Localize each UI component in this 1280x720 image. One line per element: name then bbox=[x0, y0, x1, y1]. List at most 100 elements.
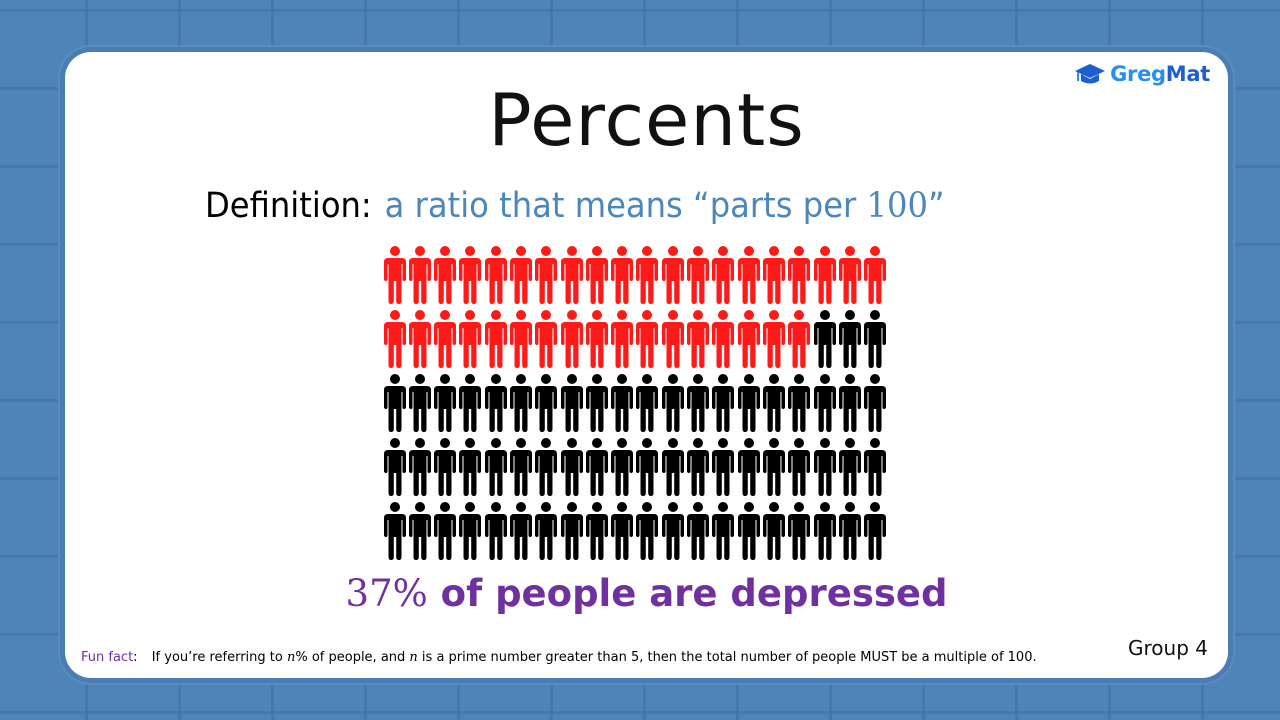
slide-title: Percents bbox=[488, 78, 805, 162]
person-icon bbox=[837, 374, 862, 434]
person-icon bbox=[458, 374, 483, 434]
person-icon bbox=[812, 438, 837, 498]
person-icon bbox=[787, 374, 812, 434]
person-icon bbox=[660, 438, 685, 498]
person-icon bbox=[382, 502, 407, 562]
person-icon bbox=[458, 502, 483, 562]
person-icon bbox=[559, 438, 584, 498]
person-icon bbox=[559, 374, 584, 434]
person-icon bbox=[812, 502, 837, 562]
person-icon-highlighted bbox=[534, 310, 559, 370]
person-icon bbox=[433, 438, 458, 498]
definition-number: 100 bbox=[866, 186, 928, 226]
person-icon-highlighted bbox=[559, 246, 584, 306]
person-icon-highlighted bbox=[382, 310, 407, 370]
stat-text: of people are depressed bbox=[427, 572, 948, 615]
person-icon-highlighted bbox=[610, 246, 635, 306]
person-icon bbox=[483, 438, 508, 498]
person-icon bbox=[458, 438, 483, 498]
person-icon-highlighted bbox=[711, 246, 736, 306]
person-icon bbox=[382, 374, 407, 434]
person-icon-highlighted bbox=[660, 310, 685, 370]
person-icon-highlighted bbox=[686, 246, 711, 306]
person-icon-highlighted bbox=[483, 246, 508, 306]
definition-text-after: ” bbox=[927, 186, 945, 226]
logo-text-greg: Greg bbox=[1110, 62, 1166, 86]
person-icon bbox=[711, 502, 736, 562]
slide-card: GregMat Percents Definition: a ratio that… bbox=[65, 52, 1228, 678]
stat-caption: 37% of people are depressed bbox=[65, 572, 1228, 615]
person-icon bbox=[736, 502, 761, 562]
person-icon bbox=[863, 310, 888, 370]
person-icon bbox=[635, 502, 660, 562]
person-icon bbox=[635, 438, 660, 498]
person-icon bbox=[711, 438, 736, 498]
person-icon-highlighted bbox=[736, 246, 761, 306]
person-icon bbox=[660, 374, 685, 434]
person-icon bbox=[863, 438, 888, 498]
person-icon bbox=[407, 502, 432, 562]
person-icon bbox=[610, 438, 635, 498]
person-icon bbox=[584, 502, 609, 562]
definition: Definition: a ratio that means “parts per… bbox=[205, 186, 945, 226]
person-icon-highlighted bbox=[534, 246, 559, 306]
person-icon bbox=[812, 310, 837, 370]
person-icon bbox=[660, 502, 685, 562]
fun-fact-var-n: n bbox=[286, 650, 296, 665]
person-icon bbox=[761, 502, 786, 562]
person-icon-highlighted bbox=[812, 246, 837, 306]
person-icon-highlighted bbox=[787, 310, 812, 370]
person-icon bbox=[686, 374, 711, 434]
person-icon bbox=[610, 502, 635, 562]
person-icon bbox=[635, 374, 660, 434]
person-icon bbox=[407, 438, 432, 498]
person-icon bbox=[812, 374, 837, 434]
person-icon-highlighted bbox=[761, 246, 786, 306]
person-icon-highlighted bbox=[660, 246, 685, 306]
fun-fact-text-2: % of people, and bbox=[295, 650, 410, 665]
fun-fact: Fun fact: If you’re referring to n% of p… bbox=[81, 650, 1037, 665]
person-icon bbox=[863, 502, 888, 562]
person-icon bbox=[863, 374, 888, 434]
stat-percent: 37% bbox=[345, 572, 428, 615]
person-icon bbox=[787, 438, 812, 498]
person-icon-highlighted bbox=[559, 310, 584, 370]
person-icon-highlighted bbox=[635, 310, 660, 370]
person-icon-highlighted bbox=[508, 310, 533, 370]
fun-fact-label: Fun fact bbox=[81, 650, 134, 665]
person-icon bbox=[837, 310, 862, 370]
person-icon-highlighted bbox=[736, 310, 761, 370]
person-icon bbox=[686, 502, 711, 562]
person-icon bbox=[534, 502, 559, 562]
logo-text: GregMat bbox=[1110, 62, 1210, 86]
person-icon-highlighted bbox=[508, 246, 533, 306]
person-icon-highlighted bbox=[610, 310, 635, 370]
fun-fact-text-3: is a prime number greater than 5, then t… bbox=[417, 650, 1037, 665]
person-icon bbox=[837, 438, 862, 498]
people-pictograph bbox=[382, 246, 892, 566]
person-icon bbox=[686, 438, 711, 498]
person-icon bbox=[584, 438, 609, 498]
definition-text-before: a ratio that means “parts per bbox=[384, 186, 867, 226]
person-icon bbox=[483, 374, 508, 434]
person-icon bbox=[534, 438, 559, 498]
person-icon-highlighted bbox=[382, 246, 407, 306]
person-icon bbox=[736, 438, 761, 498]
person-icon-highlighted bbox=[433, 310, 458, 370]
person-icon bbox=[736, 374, 761, 434]
person-icon-highlighted bbox=[433, 246, 458, 306]
person-icon-highlighted bbox=[686, 310, 711, 370]
person-icon bbox=[382, 438, 407, 498]
person-icon bbox=[508, 438, 533, 498]
person-icon bbox=[711, 374, 736, 434]
person-icon-highlighted bbox=[711, 310, 736, 370]
person-icon bbox=[483, 502, 508, 562]
person-icon bbox=[534, 374, 559, 434]
person-icon-highlighted bbox=[483, 310, 508, 370]
person-icon bbox=[433, 374, 458, 434]
definition-label: Definition: bbox=[205, 186, 372, 226]
person-icon bbox=[508, 502, 533, 562]
person-icon bbox=[508, 374, 533, 434]
person-icon-highlighted bbox=[584, 310, 609, 370]
person-icon bbox=[433, 502, 458, 562]
